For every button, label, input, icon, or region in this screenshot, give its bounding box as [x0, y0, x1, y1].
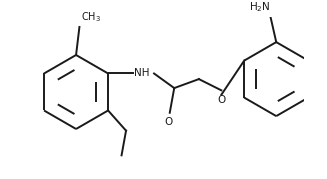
Text: O: O	[164, 117, 173, 127]
Text: H$_2$N: H$_2$N	[249, 0, 271, 14]
Text: O: O	[217, 95, 225, 105]
Text: NH: NH	[134, 68, 149, 78]
Text: CH$_3$: CH$_3$	[80, 10, 101, 24]
